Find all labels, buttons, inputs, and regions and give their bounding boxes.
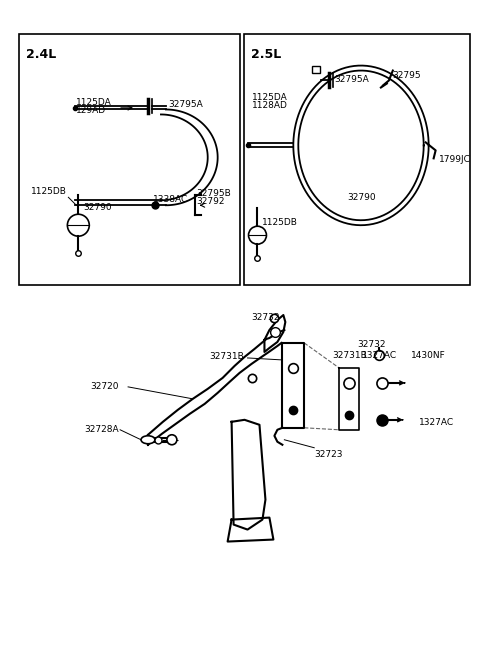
Polygon shape bbox=[339, 368, 359, 430]
Text: 32732: 32732 bbox=[252, 313, 280, 322]
Text: 2.4L: 2.4L bbox=[25, 47, 56, 60]
Polygon shape bbox=[264, 315, 285, 352]
Bar bbox=[19, 34, 240, 285]
Text: 1327AC: 1327AC bbox=[362, 351, 397, 360]
Text: 1125DA: 1125DA bbox=[76, 99, 112, 108]
Polygon shape bbox=[232, 420, 265, 530]
Bar bbox=[312, 66, 320, 72]
Text: 1125DB: 1125DB bbox=[262, 218, 297, 227]
Text: 1327AC: 1327AC bbox=[419, 418, 454, 427]
Text: 32731B: 32731B bbox=[210, 352, 244, 361]
Text: 32790: 32790 bbox=[347, 193, 376, 202]
Text: 32731B: 32731B bbox=[332, 351, 367, 360]
Text: 2.5L: 2.5L bbox=[251, 47, 281, 60]
Text: 32795A: 32795A bbox=[168, 101, 203, 110]
Text: 129AD: 129AD bbox=[76, 106, 107, 116]
Ellipse shape bbox=[141, 436, 155, 443]
Text: 1125DA: 1125DA bbox=[252, 93, 287, 102]
Text: 32732: 32732 bbox=[357, 340, 385, 349]
Polygon shape bbox=[282, 343, 304, 428]
Text: 1430NF: 1430NF bbox=[411, 351, 445, 360]
Text: 1125DB: 1125DB bbox=[31, 187, 66, 196]
Text: 32723: 32723 bbox=[314, 450, 343, 459]
Circle shape bbox=[167, 435, 177, 445]
Text: 32720: 32720 bbox=[90, 382, 119, 391]
Text: 32795: 32795 bbox=[392, 70, 420, 79]
Text: 32795B: 32795B bbox=[197, 189, 231, 198]
Text: 32795A: 32795A bbox=[334, 74, 369, 83]
Polygon shape bbox=[228, 518, 274, 541]
Text: 32728A: 32728A bbox=[84, 425, 119, 434]
Circle shape bbox=[249, 226, 266, 244]
Bar bbox=[243, 34, 470, 285]
Text: 1799JC: 1799JC bbox=[439, 155, 470, 164]
Text: 1128AD: 1128AD bbox=[252, 101, 288, 110]
Text: 32792: 32792 bbox=[197, 197, 225, 206]
Circle shape bbox=[67, 214, 89, 237]
Text: 1338AC: 1338AC bbox=[153, 195, 188, 204]
Text: 32790: 32790 bbox=[84, 203, 112, 212]
